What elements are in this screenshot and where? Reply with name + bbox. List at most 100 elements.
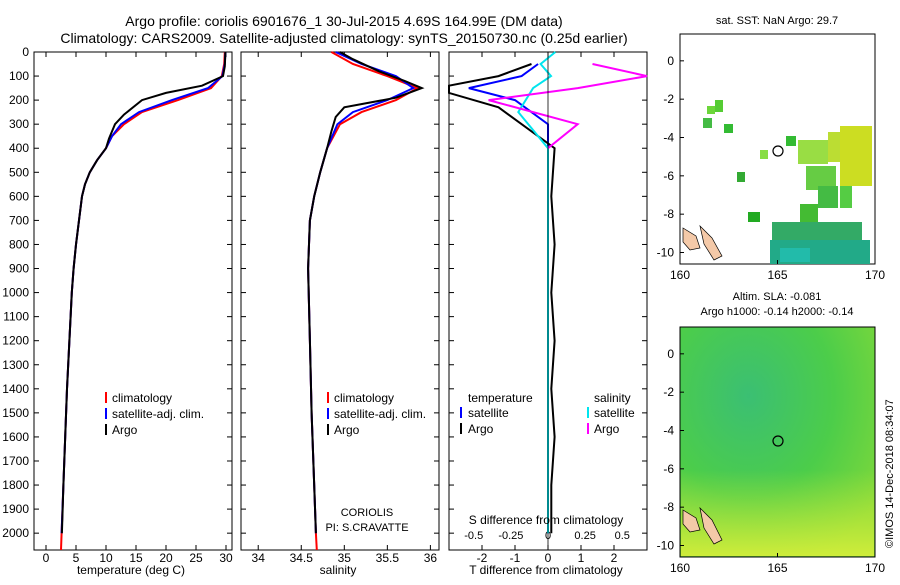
- x-tick-label: 0: [545, 551, 552, 565]
- depth-tick-label: 1700: [2, 454, 29, 468]
- map-y-tick-label: -6: [663, 462, 674, 476]
- sst-pixel: [780, 248, 810, 262]
- legend-label-t-satellite: satellite: [468, 406, 509, 420]
- map-x-tick-label: 160: [670, 268, 690, 282]
- difference-xlabel: T difference from climatology: [469, 563, 623, 577]
- legend-label-satellite: satellite-adj. clim.: [112, 407, 204, 421]
- land-patch: [699, 224, 723, 261]
- map-x-tick-label: 160: [670, 561, 690, 575]
- series-satellite-adj-clim-: [307, 51, 416, 534]
- sst-pixel: [707, 106, 715, 114]
- legend-label-argo: Argo: [334, 423, 360, 437]
- map-x-tick-label: 165: [767, 561, 787, 575]
- depth-tick-label: 900: [9, 262, 29, 276]
- land-patch: [699, 506, 723, 545]
- s-diff-tick-label: -0.25: [498, 530, 523, 542]
- depth-tick-label: 400: [9, 141, 29, 155]
- sst-pixel: [715, 100, 723, 112]
- map-y-tick-label: -8: [663, 207, 674, 221]
- sst-map-title: sat. SST: NaN Argo: 29.7: [716, 15, 838, 27]
- x-tick-label: 5: [73, 551, 80, 565]
- x-tick-label: 34: [252, 551, 266, 565]
- sst-pixel: [786, 136, 796, 146]
- depth-tick-label: 1300: [2, 358, 29, 372]
- s-diff-tick-label: 0.25: [574, 530, 595, 542]
- sst-pixels: [703, 100, 872, 264]
- series-argo: [307, 51, 425, 534]
- x-tick-label: 35.5: [376, 551, 400, 565]
- map-y-tick-label: 0: [667, 54, 674, 68]
- sst-pixel: [703, 118, 712, 128]
- map-y-tick-label: -2: [663, 385, 674, 399]
- temperature-plot: 0 5 10 15 20 25 30: [33, 51, 233, 565]
- salinity-plot: 34 34.5 35 35.5 36: [240, 51, 440, 565]
- sst-pixel: [840, 126, 872, 186]
- salinity-xlabel: salinity: [320, 563, 357, 577]
- land-patch: [682, 509, 701, 533]
- depth-axis: 0 100 200 300 400 500 600 700 800 900 1000 1100 1200…: [2, 45, 29, 540]
- sla-map-title-line2: Argo h1000: -0.14 h2000: -0.14: [701, 306, 854, 318]
- depth-tick-label: 0: [22, 45, 29, 59]
- annotation-pi: PI: S.CRAVATTE: [325, 522, 408, 534]
- map-x-tick-label: 165: [767, 268, 787, 282]
- difference-legend: temperature satellite Argo salinity sate…: [460, 391, 635, 436]
- map-x-tick-label: 170: [865, 561, 885, 575]
- legend-label-s-argo: Argo: [594, 422, 620, 436]
- legend-label-climatology: climatology: [112, 391, 172, 405]
- series-climatology: [307, 51, 420, 551]
- sst-map: [679, 33, 876, 265]
- x-tick-label: 25: [189, 551, 203, 565]
- sst-pixel: [748, 212, 760, 222]
- land-patch: [682, 227, 701, 251]
- sla-shading: [681, 470, 874, 556]
- x-tick-label: 34.5: [290, 551, 314, 565]
- x-tick-label: -2: [477, 551, 488, 565]
- legend-label-climatology: climatology: [334, 391, 394, 405]
- temperature-legend: climatology satellite-adj. clim. Argo: [105, 391, 204, 437]
- depth-tick-label: 500: [9, 165, 29, 179]
- main-title-line2: Climatology: CARS2009. Satellite-adjuste…: [60, 30, 627, 46]
- map-x-tick-label: 170: [865, 268, 885, 282]
- sst-pixel: [724, 124, 733, 133]
- depth-tick-label: 700: [9, 213, 29, 227]
- depth-tick-label: 600: [9, 189, 29, 203]
- map-y-tick-label: -4: [663, 131, 674, 145]
- sst-pixel: [800, 204, 818, 222]
- sst-argo-location-marker: [772, 145, 784, 157]
- annotation-institution: CORIOLIS: [341, 507, 394, 519]
- depth-tick-label: 1000: [2, 286, 29, 300]
- sla-argo-location-marker: [772, 435, 784, 447]
- sst-map-axes: 160 165 170 0 -2 -4 -6 -8 -10: [657, 54, 886, 282]
- sla-map-axes: 160 165 170 0 -2 -4 -6 -8 -10: [657, 347, 886, 575]
- temperature-xlabel: temperature (deg C): [77, 563, 185, 577]
- sst-pixel: [737, 172, 745, 182]
- plot-frame: [240, 51, 440, 551]
- salinity-legend: climatology satellite-adj. clim. Argo CO…: [325, 391, 426, 534]
- x-tick-label: 10: [99, 551, 113, 565]
- series-salinity-argo: [488, 63, 648, 149]
- depth-tick-label: 1400: [2, 382, 29, 396]
- sst-pixel: [840, 186, 852, 208]
- depth-tick-label: 100: [9, 69, 29, 83]
- depth-tick-label: 1900: [2, 502, 29, 516]
- map-y-tick-label: -4: [663, 424, 674, 438]
- legend-label-satellite: satellite-adj. clim.: [334, 407, 426, 421]
- legend-salinity-title: salinity: [594, 391, 631, 405]
- x-tick-label: 35: [338, 551, 352, 565]
- depth-tick-label: 200: [9, 93, 29, 107]
- x-tick-label: 2: [611, 551, 618, 565]
- map-y-tick-label: -2: [663, 92, 674, 106]
- sst-pixel: [818, 186, 838, 208]
- x-tick-label: 1: [578, 551, 585, 565]
- map-y-tick-label: -10: [657, 539, 675, 553]
- series-climatology: [60, 51, 226, 551]
- sla-map: [679, 326, 876, 558]
- map-y-tick-label: -8: [663, 500, 674, 514]
- sst-pixel: [760, 150, 768, 159]
- main-title-line1: Argo profile: coriolis 6901676_1 30-Jul-…: [125, 13, 562, 29]
- imos-watermark: ©IMOS 14-Dec-2018 08:34:07: [884, 399, 896, 548]
- sst-pixel: [772, 222, 862, 242]
- series-argo: [60, 51, 227, 534]
- map-y-tick-label: -6: [663, 169, 674, 183]
